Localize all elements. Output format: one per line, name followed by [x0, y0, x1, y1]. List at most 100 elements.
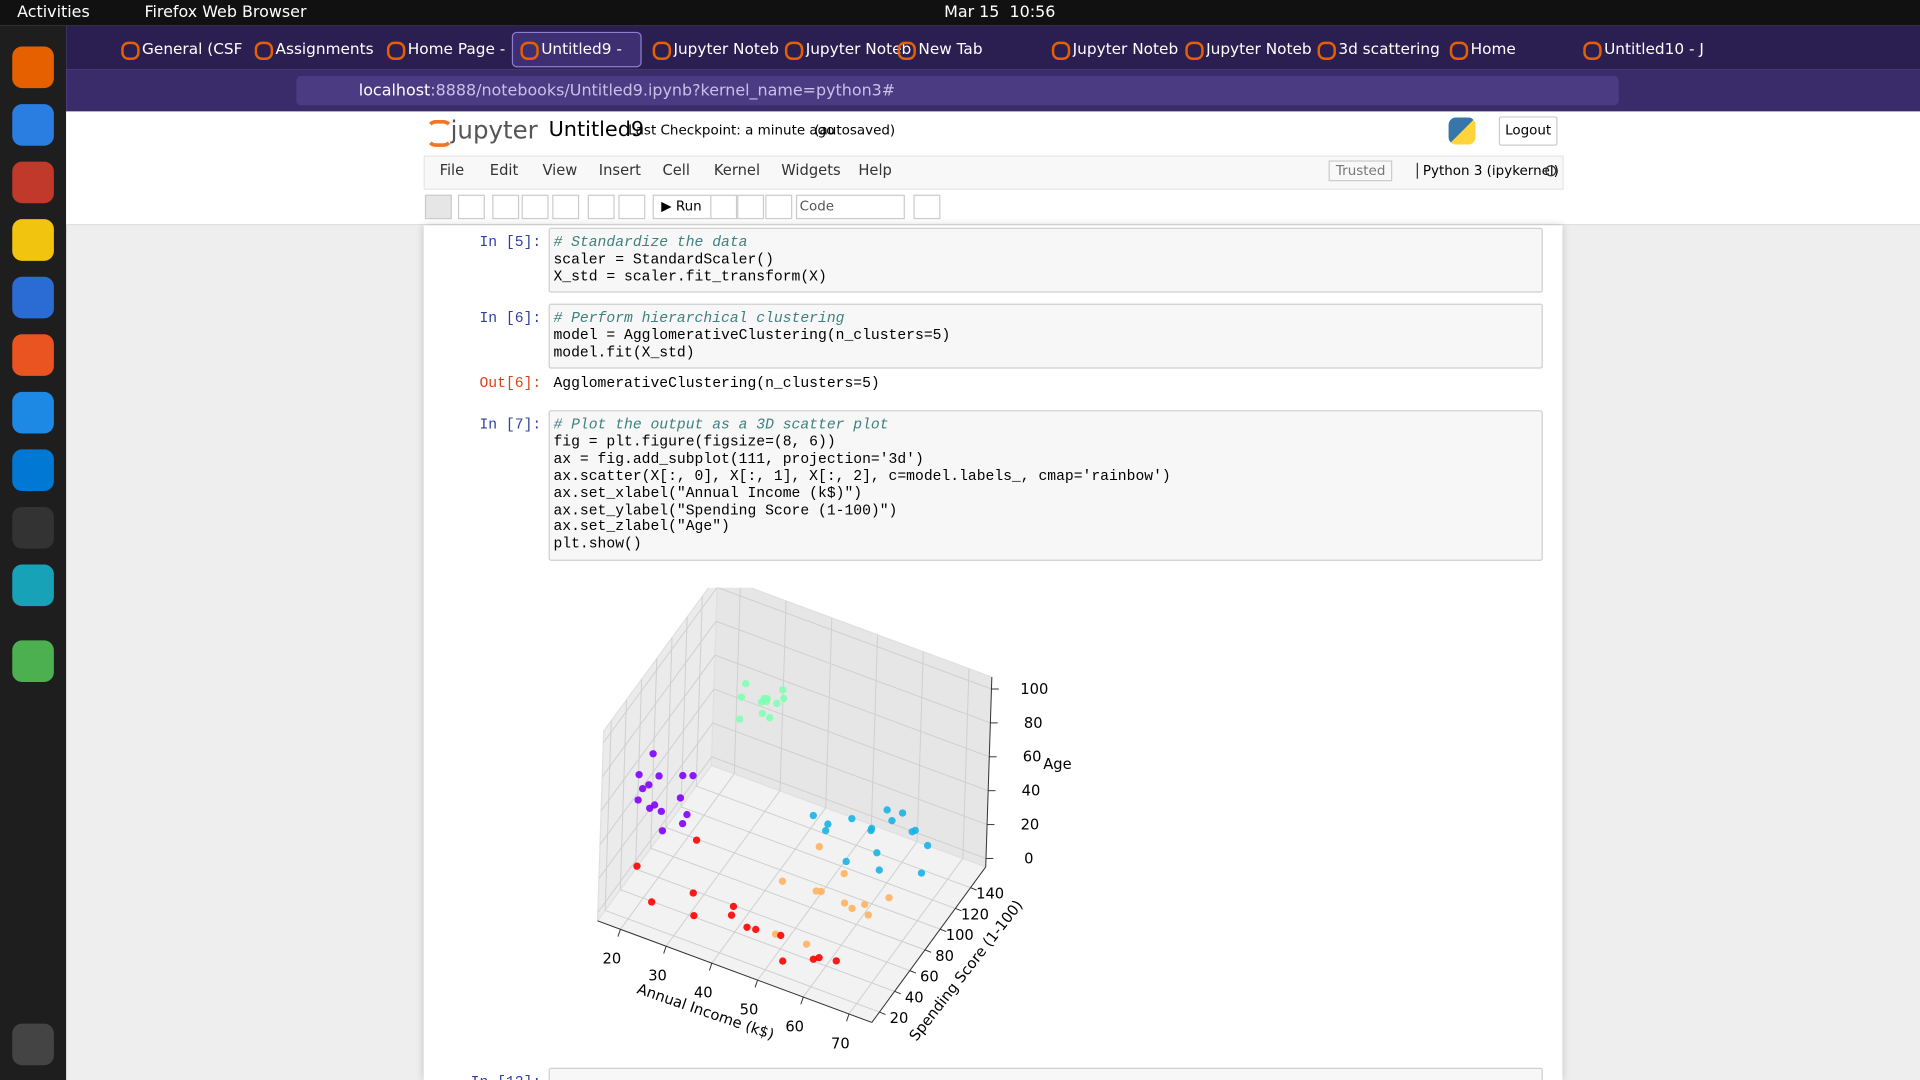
toolbar-button[interactable]	[552, 194, 580, 220]
tab[interactable]: Jupyter Noteb	[805, 39, 912, 58]
toolbar-button[interactable]	[710, 194, 738, 220]
url[interactable]: localhost:8888/notebooks/Untitled9.ipynb…	[359, 82, 895, 100]
cell-type-select[interactable]: Code	[795, 194, 905, 220]
toolbar-button[interactable]	[457, 194, 485, 220]
code-line: ax.set_xlabel("Annual Income (k$)")	[553, 484, 863, 502]
point	[898, 809, 907, 817]
point	[679, 771, 687, 780]
point	[911, 826, 919, 835]
dock-icon[interactable]	[12, 506, 54, 549]
run-button[interactable]: ▶ Run	[652, 194, 714, 220]
dock-icon[interactable]	[12, 640, 54, 683]
menu-item[interactable]: View	[542, 161, 578, 179]
trusted[interactable]: Trusted	[1328, 160, 1393, 182]
dock-icon[interactable]	[12, 564, 54, 607]
toolbar-button[interactable]	[737, 194, 765, 220]
code-line: model.fit(X_std)	[553, 343, 695, 361]
point	[683, 810, 691, 819]
point	[875, 866, 883, 874]
grid-line	[715, 620, 991, 724]
code-cell[interactable]	[548, 1067, 1543, 1080]
point	[822, 827, 830, 835]
dock-icon[interactable]	[12, 46, 54, 89]
y-tick-label: 60	[920, 969, 939, 986]
tab[interactable]: Assignments	[275, 39, 374, 58]
point	[885, 894, 893, 902]
grid-line	[716, 587, 992, 690]
dock-icon[interactable]	[12, 276, 54, 319]
toolbar-button[interactable]	[765, 194, 793, 220]
menu-item[interactable]: Edit	[489, 161, 519, 179]
point	[736, 715, 744, 723]
dock-icon[interactable]	[12, 449, 54, 492]
menu-item[interactable]: File	[439, 161, 465, 179]
tab[interactable]: 3d scattering	[1338, 39, 1440, 58]
z-tick-label: 100	[1020, 681, 1048, 698]
tick-mark	[754, 979, 759, 988]
x-axis	[597, 920, 873, 1023]
dock-icon[interactable]	[12, 219, 54, 261]
menu-item[interactable]: Cell	[662, 161, 690, 179]
code-cell[interactable]	[548, 227, 1543, 293]
tab[interactable]: Home Page -	[407, 39, 506, 58]
tab[interactable]: Jupyter Noteb	[1072, 39, 1179, 58]
z-tick-label: 60	[1023, 749, 1042, 766]
toolbar-button[interactable]	[492, 194, 520, 220]
tab[interactable]: Jupyter Noteb	[1206, 39, 1312, 58]
point	[678, 819, 687, 828]
tick-mark	[846, 1013, 850, 1022]
tab-icon	[121, 41, 140, 61]
tick-mark	[924, 949, 932, 953]
tab[interactable]: Untitled9 -	[541, 39, 622, 58]
tick-mark	[955, 907, 962, 912]
app-grid[interactable]	[12, 1023, 54, 1066]
tab[interactable]: New Tab	[918, 39, 983, 58]
tab-icon	[520, 41, 539, 61]
menu-bar	[423, 155, 1564, 190]
menu-item[interactable]: Kernel	[713, 161, 761, 179]
grid-line	[802, 841, 918, 998]
logo-mark	[426, 120, 454, 147]
grid-line	[601, 620, 717, 778]
grid-line	[680, 806, 956, 909]
dock-icon[interactable]	[12, 391, 54, 434]
jupyter-logo[interactable]: jupyter	[450, 115, 538, 145]
toolbar-button[interactable]	[424, 194, 452, 220]
toolbar-button[interactable]	[587, 194, 615, 220]
menu-item[interactable]: Insert	[598, 161, 641, 179]
grid-line	[665, 790, 781, 947]
point	[649, 750, 657, 758]
dock-icon[interactable]	[12, 104, 54, 146]
code-cell[interactable]	[548, 303, 1543, 369]
notebook-name[interactable]: Untitled9	[548, 117, 645, 143]
tab[interactable]: Home	[1470, 39, 1516, 58]
code-line: model = AgglomerativeClustering(n_cluste…	[553, 326, 951, 344]
toolbar-button[interactable]	[521, 194, 549, 220]
tick-mark	[970, 887, 977, 891]
clock[interactable]: Mar 15 10:56	[944, 3, 1056, 23]
active-tab[interactable]	[511, 31, 642, 68]
menu-item[interactable]: Widgets	[781, 161, 841, 179]
dock-icon[interactable]	[12, 334, 54, 376]
toolbar-button[interactable]	[618, 194, 646, 220]
point	[638, 784, 647, 793]
dock-icon[interactable]	[12, 161, 54, 204]
tab[interactable]: General (CSF	[142, 39, 243, 58]
url-bar[interactable]	[296, 75, 1619, 106]
toolbar-button[interactable]	[913, 194, 941, 220]
activities[interactable]: Activities	[17, 3, 90, 23]
python-logo	[1448, 117, 1476, 145]
point	[634, 796, 642, 804]
point	[917, 869, 926, 877]
logout-button[interactable]: Logout	[1498, 116, 1558, 146]
output: AgglomerativeClustering(n_clusters=5)	[553, 374, 880, 392]
tab[interactable]: Jupyter Noteb	[673, 39, 779, 58]
tab[interactable]: Untitled10 - J	[1604, 39, 1704, 58]
point	[650, 801, 659, 809]
menu-item[interactable]: Help	[858, 161, 892, 179]
kernel-name[interactable]: Python 3 (ipykernel)	[1416, 162, 1559, 179]
point	[658, 827, 667, 835]
code-cell[interactable]	[548, 410, 1543, 561]
app-name[interactable]: Firefox Web Browser	[144, 3, 307, 23]
